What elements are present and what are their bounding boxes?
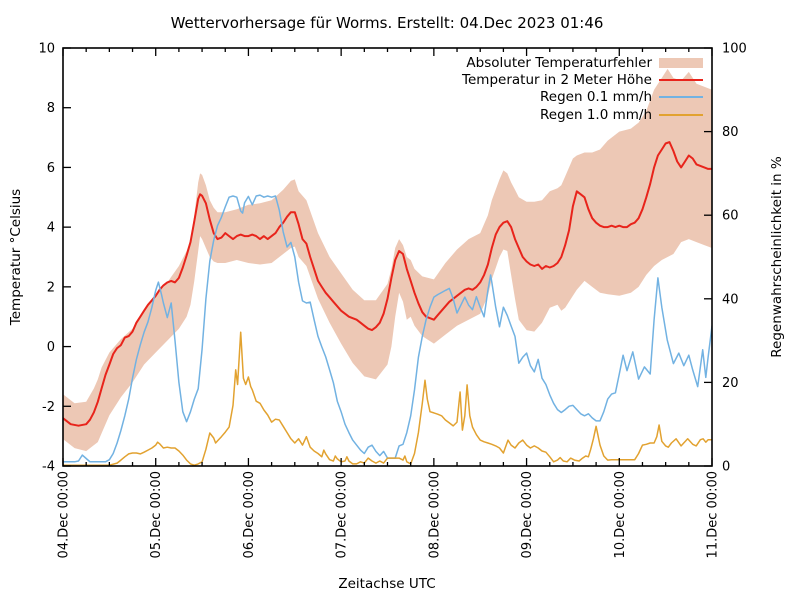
y-right-tick-label: 100 <box>722 42 747 57</box>
rain-10-line <box>63 331 712 466</box>
x-tick-label: 04.Dec 00:00 <box>57 471 72 558</box>
x-tick-label: 06.Dec 00:00 <box>242 471 257 558</box>
legend-row-temperature: Temperatur in 2 Meter Höhe <box>462 71 703 88</box>
y-left-tick-label: 10 <box>38 42 55 57</box>
orange-line-sample-icon <box>659 113 703 116</box>
y-axis-label-right: Regenwahrscheinlichkeit in % <box>769 156 785 358</box>
legend-row-error-band: Absoluter Temperaturfehler <box>462 54 703 71</box>
legend-row-rain01: Regen 0.1 mm/h <box>462 89 703 106</box>
y-right-tick-label: 40 <box>722 292 739 307</box>
y-left-tick-label: 6 <box>47 161 55 176</box>
x-tick-label: 11.Dec 00:00 <box>706 471 721 558</box>
red-line-sample-icon <box>659 78 703 82</box>
y-left-tick-label: 0 <box>47 340 55 355</box>
y-right-tick-label: 60 <box>722 209 739 224</box>
band-swatch-icon <box>659 57 703 68</box>
y-right-tick-label: 0 <box>722 460 730 475</box>
x-axis-label: Zeitachse UTC <box>338 576 436 592</box>
legend-label-temperature: Temperatur in 2 Meter Höhe <box>462 72 652 89</box>
legend-label-rain10: Regen 1.0 mm/h <box>540 106 652 123</box>
x-tick-label: 07.Dec 00:00 <box>335 471 350 558</box>
y-right-tick-label: 20 <box>722 376 739 391</box>
y-left-tick-label: -4 <box>42 460 55 475</box>
legend-label-rain01: Regen 0.1 mm/h <box>540 89 652 106</box>
x-tick-label: 10.Dec 00:00 <box>613 471 628 558</box>
y-left-tick-label: -2 <box>42 400 55 415</box>
x-tick-label: 08.Dec 00:00 <box>427 471 442 558</box>
x-tick-label: 09.Dec 00:00 <box>520 471 535 558</box>
y-right-tick-label: 80 <box>722 125 739 140</box>
y-left-tick-label: 2 <box>47 280 55 295</box>
blue-line-sample-icon <box>659 96 703 99</box>
temperature-line <box>63 141 712 427</box>
rain-01-line <box>63 194 712 463</box>
legend-label-error-band: Absoluter Temperaturfehler <box>466 54 652 71</box>
temperature-error-band <box>63 68 712 452</box>
legend-row-rain10: Regen 1.0 mm/h <box>462 106 703 123</box>
y-left-tick-label: 8 <box>47 101 55 116</box>
y-left-tick-label: 4 <box>47 221 55 236</box>
x-tick-label: 05.Dec 00:00 <box>149 471 164 558</box>
legend: Absoluter Temperaturfehler Temperatur in… <box>462 54 703 124</box>
chart-title: Wettervorhersage für Worms. Erstellt: 04… <box>170 14 604 32</box>
y-axis-label-left: Temperatur °Celsius <box>8 188 24 326</box>
